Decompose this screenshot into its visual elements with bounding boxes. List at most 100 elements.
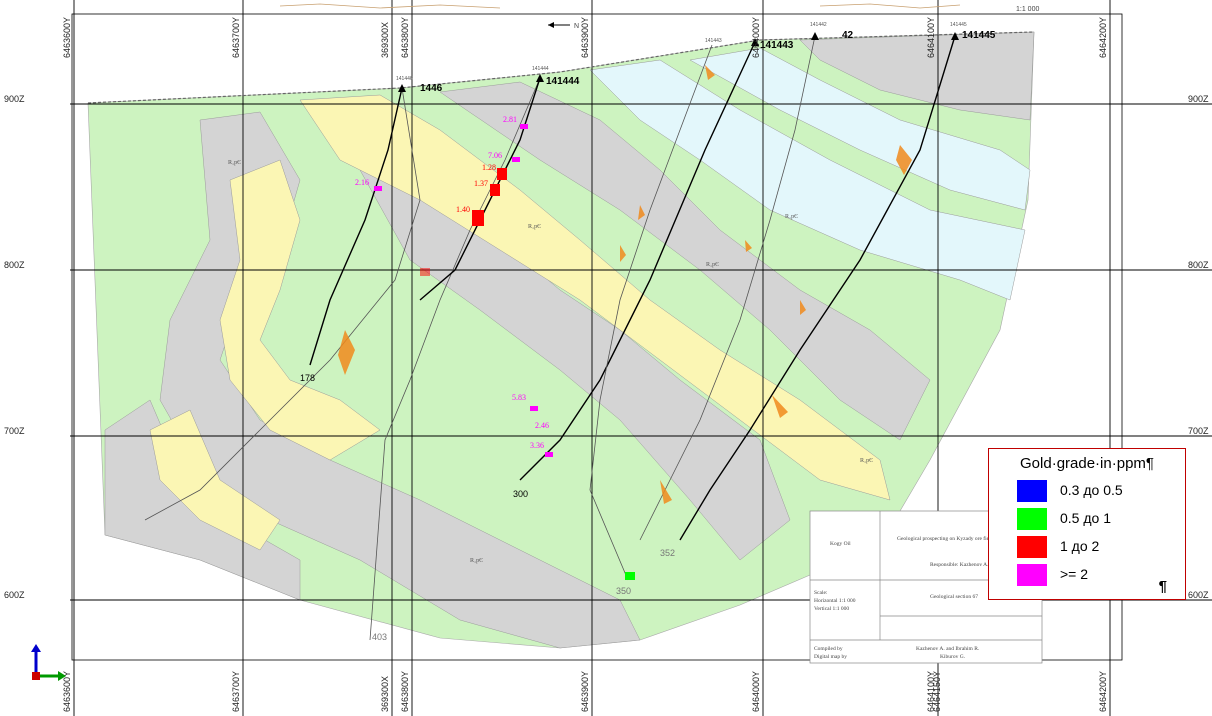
legend-swatch (1017, 480, 1047, 502)
svg-text:800Z: 800Z (4, 260, 25, 270)
legend-swatch (1017, 536, 1047, 558)
svg-text:Kiburov G.: Kiburov G. (940, 654, 966, 660)
yellow-unit (219, 159, 381, 461)
collars (398, 32, 959, 92)
svg-text:6463600Y: 6463600Y (62, 17, 72, 58)
svg-text:6463700Y: 6463700Y (231, 17, 241, 58)
svg-text:Digital map by: Digital map by (814, 654, 847, 660)
legend-title: Gold·grade·in·ppm¶ (1020, 455, 1154, 472)
cyan-unit (689, 47, 1031, 211)
svg-text:6464200Y: 6464200Y (1098, 17, 1108, 58)
svg-text:6464000Y: 6464000Y (751, 671, 761, 712)
legend-label: 0.5 до 1 (1060, 510, 1111, 526)
svg-text:R₁pЄ: R₁pЄ (470, 558, 483, 564)
z-labels: 900Z 900Z 800Z 800Z 700Z 700Z 600Z 600Z (4, 94, 1209, 600)
svg-text:369300X: 369300X (380, 22, 390, 58)
svg-text:141442: 141442 (810, 22, 827, 28)
topography-line (87, 31, 1035, 104)
svg-text:900Z: 900Z (1188, 94, 1209, 104)
svg-text:6463600Y: 6463600Y (62, 671, 72, 712)
svg-text:6463800Y: 6463800Y (400, 671, 410, 712)
svg-text:R₁pЄ: R₁pЄ (228, 160, 241, 166)
svg-text:350: 350 (616, 586, 631, 596)
unit-labels: R₁pЄ R₁pЄ R₁pЄ R₁pЄ R₁pЄ R₁pЄ (228, 160, 873, 564)
svg-text:Vertical 1:1 000: Vertical 1:1 000 (814, 606, 849, 612)
svg-text:Geological section 67: Geological section 67 (930, 594, 978, 600)
legend-label: 1 до 2 (1060, 538, 1100, 554)
svg-text:352: 352 (660, 548, 675, 558)
svg-text:141446: 141446 (396, 76, 413, 82)
svg-text:6464150Y: 6464150Y (932, 671, 942, 712)
svg-text:141443: 141443 (760, 40, 794, 51)
svg-text:42: 42 (842, 30, 854, 41)
svg-text:2.46: 2.46 (535, 421, 549, 430)
svg-text:700Z: 700Z (4, 426, 25, 436)
legend-swatch (1017, 564, 1047, 586)
bottom-y-labels: 6463600Y 6463700Y 369300X 6463800Y 64639… (62, 671, 1108, 712)
cyan-unit (589, 59, 1026, 301)
svg-text:6464200Y: 6464200Y (1098, 671, 1108, 712)
svg-text:R₁pЄ: R₁pЄ (860, 458, 873, 464)
svg-text:141445: 141445 (950, 22, 967, 28)
drill-holes (144, 35, 956, 641)
svg-text:1.37: 1.37 (474, 179, 488, 188)
svg-text:300: 300 (513, 489, 528, 499)
svg-text:900Z: 900Z (4, 94, 25, 104)
grade-labels: 2.16 1.28 1.37 1.40 7.06 2.81 5.83 2.46 … (355, 115, 549, 450)
axes-icon (31, 644, 66, 681)
depth-labels: 178 300 350 352 403 (300, 373, 675, 642)
svg-text:369300X: 369300X (380, 676, 390, 712)
svg-text:Scale:: Scale: (814, 590, 828, 596)
north-label: N (574, 23, 579, 30)
legend-pilcrow: ¶ (1158, 578, 1167, 595)
title-block-text: Kogy Oil Geological prospecting on Kyzad… (814, 535, 994, 660)
grid (70, 0, 1212, 716)
svg-text:Responsible: Kazhenov A.: Responsible: Kazhenov A. (930, 562, 989, 568)
svg-text:1.28: 1.28 (482, 163, 496, 172)
hole-labels: 1446 141444 141443 42 141445 (420, 30, 996, 94)
yellow-unit (149, 409, 281, 551)
grey-unit (439, 81, 931, 441)
svg-text:Horizontal 1:1 000: Horizontal 1:1 000 (814, 598, 856, 604)
svg-text:6464000Y: 6464000Y (751, 17, 761, 58)
topo-hatch (279, 3, 501, 9)
hole-sublabels: 141446 141444 141443 141442 141445 (396, 22, 967, 82)
grade-legend: Gold·grade·in·ppm¶ 0.3 до 0.5 0.5 до 1 1… (988, 448, 1186, 600)
svg-text:6463800Y: 6463800Y (400, 17, 410, 58)
legend-swatch (1017, 508, 1047, 530)
svg-text:141444: 141444 (546, 76, 580, 87)
top-y-labels: 6463600Y 6463700Y 369300X 6463800Y 64639… (62, 17, 1108, 58)
svg-text:1.40: 1.40 (456, 205, 470, 214)
svg-text:Compiled by: Compiled by (814, 646, 843, 652)
legend-label: 0.3 до 0.5 (1060, 482, 1123, 498)
legend-label: >= 2 (1060, 566, 1089, 582)
svg-text:2.81: 2.81 (503, 115, 517, 124)
svg-text:600Z: 600Z (4, 590, 25, 600)
svg-text:R₁pЄ: R₁pЄ (785, 214, 798, 220)
svg-text:141445: 141445 (962, 30, 996, 41)
svg-text:Kogy Oil: Kogy Oil (830, 541, 851, 547)
svg-text:141443: 141443 (705, 38, 722, 44)
svg-text:6463900Y: 6463900Y (580, 17, 590, 58)
svg-text:Kazhenov A. and Ibrahim R.: Kazhenov A. and Ibrahim R. (916, 646, 980, 652)
svg-text:6463700Y: 6463700Y (231, 671, 241, 712)
ore-lenses (338, 65, 912, 504)
svg-text:Geological prospecting on Kyza: Geological prospecting on Kyzady ore fie… (897, 535, 994, 542)
svg-text:6463900Y: 6463900Y (580, 671, 590, 712)
svg-text:600Z: 600Z (1188, 590, 1209, 600)
north-arrow-head (548, 22, 554, 28)
svg-text:800Z: 800Z (1188, 260, 1209, 270)
svg-text:1446: 1446 (420, 83, 443, 94)
svg-text:178: 178 (300, 373, 315, 383)
svg-text:3.36: 3.36 (530, 441, 544, 450)
topo-hatch (819, 3, 961, 9)
scale-text: 1:1 000 (1016, 6, 1039, 13)
svg-text:403: 403 (372, 632, 387, 642)
svg-text:2.16: 2.16 (355, 178, 369, 187)
svg-text:6464100Y: 6464100Y (926, 17, 936, 58)
svg-text:141444: 141444 (532, 66, 549, 72)
svg-text:5.83: 5.83 (512, 393, 526, 402)
svg-text:700Z: 700Z (1188, 426, 1209, 436)
grade-intervals (374, 124, 635, 580)
